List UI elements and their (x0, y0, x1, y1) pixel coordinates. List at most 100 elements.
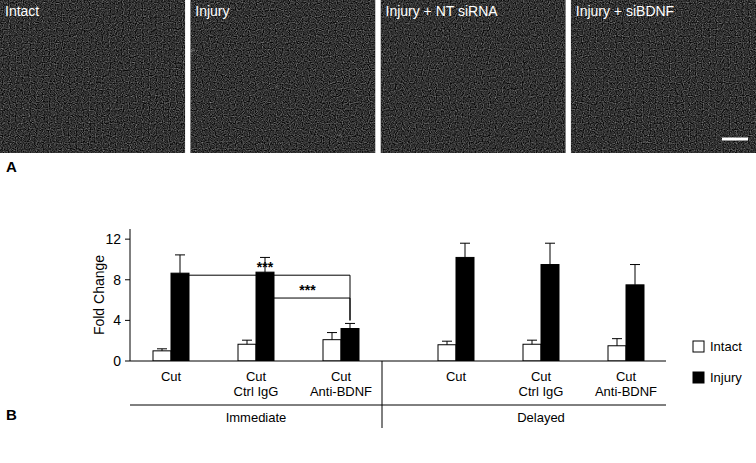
x-tick-label-line: Anti-BDNF (595, 384, 657, 399)
image-cells (571, 0, 756, 153)
x-tick-label-line: Cut (531, 369, 552, 384)
group-rule (130, 405, 666, 406)
image-cells (0, 0, 185, 153)
bar (323, 340, 341, 361)
image-grain (0, 0, 185, 153)
x-tick-label-line: Anti-BDNF (310, 384, 372, 399)
y-tick-label: 12 (105, 231, 121, 247)
x-tick-label-line: Cut (331, 369, 352, 384)
x-tick-label: CutAnti-BDNF (595, 369, 657, 399)
error-cap (442, 341, 452, 342)
y-tick-label: 8 (113, 272, 121, 288)
error-cap (175, 254, 185, 255)
image-grain (381, 0, 566, 153)
x-tick-label: CutCtrl IgG (519, 369, 564, 399)
error-line (447, 341, 448, 345)
image-label: Intact (5, 3, 39, 19)
panel-letter: A (6, 158, 17, 175)
x-tick-label: CutAnti-BDNF (310, 369, 372, 399)
group-label: Immediate (226, 410, 287, 425)
significance-bracket (265, 298, 350, 320)
image-background (190, 0, 375, 153)
scale-bar (722, 138, 748, 141)
bar (626, 285, 644, 361)
error-bar (327, 333, 337, 340)
x-tick-label: Cut (446, 369, 467, 384)
error-line (247, 340, 248, 344)
group-separator (382, 361, 383, 428)
error-line (532, 340, 533, 344)
annotation: *** (257, 259, 274, 275)
error-cap (157, 348, 167, 349)
y-tick-label: 0 (113, 353, 121, 369)
x-tick-label-line: Ctrl IgG (234, 384, 279, 399)
x-tick-label-line: Cut (246, 369, 267, 384)
image-cells (190, 0, 375, 153)
error-line (617, 339, 618, 346)
y-tick (125, 279, 130, 280)
x-tick-label-line: Cut (446, 369, 467, 384)
image-grain (571, 0, 756, 153)
x-axis (130, 361, 666, 362)
error-cap (545, 243, 555, 244)
x-tick-label-line: Cut (616, 369, 637, 384)
legend-label: Intact (710, 339, 742, 354)
bar (153, 351, 171, 361)
y-tick-label: 4 (113, 312, 121, 328)
marks (153, 243, 644, 361)
bar (238, 344, 256, 361)
error-bar (442, 341, 452, 345)
image-label: Injury + siBDNF (576, 3, 674, 19)
bar (341, 329, 359, 361)
x-tick-label: CutCtrl IgG (234, 369, 279, 399)
error-line (635, 265, 636, 285)
micrograph (0, 0, 185, 153)
error-cap (527, 340, 537, 341)
error-bar (175, 255, 185, 273)
y-axis (130, 229, 131, 361)
figure: Intact Injury Injury + NT siRNA Injury + si… (0, 0, 756, 463)
error-bar (157, 349, 167, 351)
error-bar (612, 339, 622, 346)
error-bar (527, 340, 537, 344)
error-bar (630, 265, 640, 285)
image-background (571, 0, 756, 153)
image-grain (190, 0, 375, 153)
error-bar (345, 323, 355, 328)
bar (541, 265, 559, 361)
bar (438, 345, 456, 361)
legend-swatch (693, 341, 704, 352)
image-label: Injury (195, 3, 229, 19)
error-cap (327, 332, 337, 333)
error-cap (460, 243, 470, 244)
bar (256, 272, 274, 361)
y-axis-label: Fold Change (91, 255, 107, 335)
y-tick (125, 361, 130, 362)
error-line (350, 323, 351, 328)
x-tick-label: Cut (161, 369, 182, 384)
error-bar (545, 243, 555, 264)
error-bar (460, 243, 470, 257)
error-cap (630, 264, 640, 265)
error-bar (242, 340, 252, 344)
y-tick (125, 239, 130, 240)
significance-bracket (180, 275, 350, 320)
image-label: Injury + NT siRNA (386, 3, 499, 19)
annotation: *** (299, 282, 316, 298)
error-line (180, 255, 181, 273)
bracket-line (265, 298, 350, 320)
image-background (0, 0, 185, 153)
x-tick-label-line: Ctrl IgG (519, 384, 564, 399)
legend-label: Injury (710, 370, 742, 385)
group-label: Delayed (517, 410, 565, 425)
error-cap (612, 338, 622, 339)
micrograph (381, 0, 566, 153)
x-tick-label-line: Cut (161, 369, 182, 384)
image-background (381, 0, 566, 153)
panel-letter: B (6, 406, 17, 423)
micrograph (571, 0, 756, 153)
error-cap (260, 257, 270, 258)
bar (608, 346, 626, 361)
bracket-line (180, 275, 350, 320)
error-line (550, 243, 551, 264)
